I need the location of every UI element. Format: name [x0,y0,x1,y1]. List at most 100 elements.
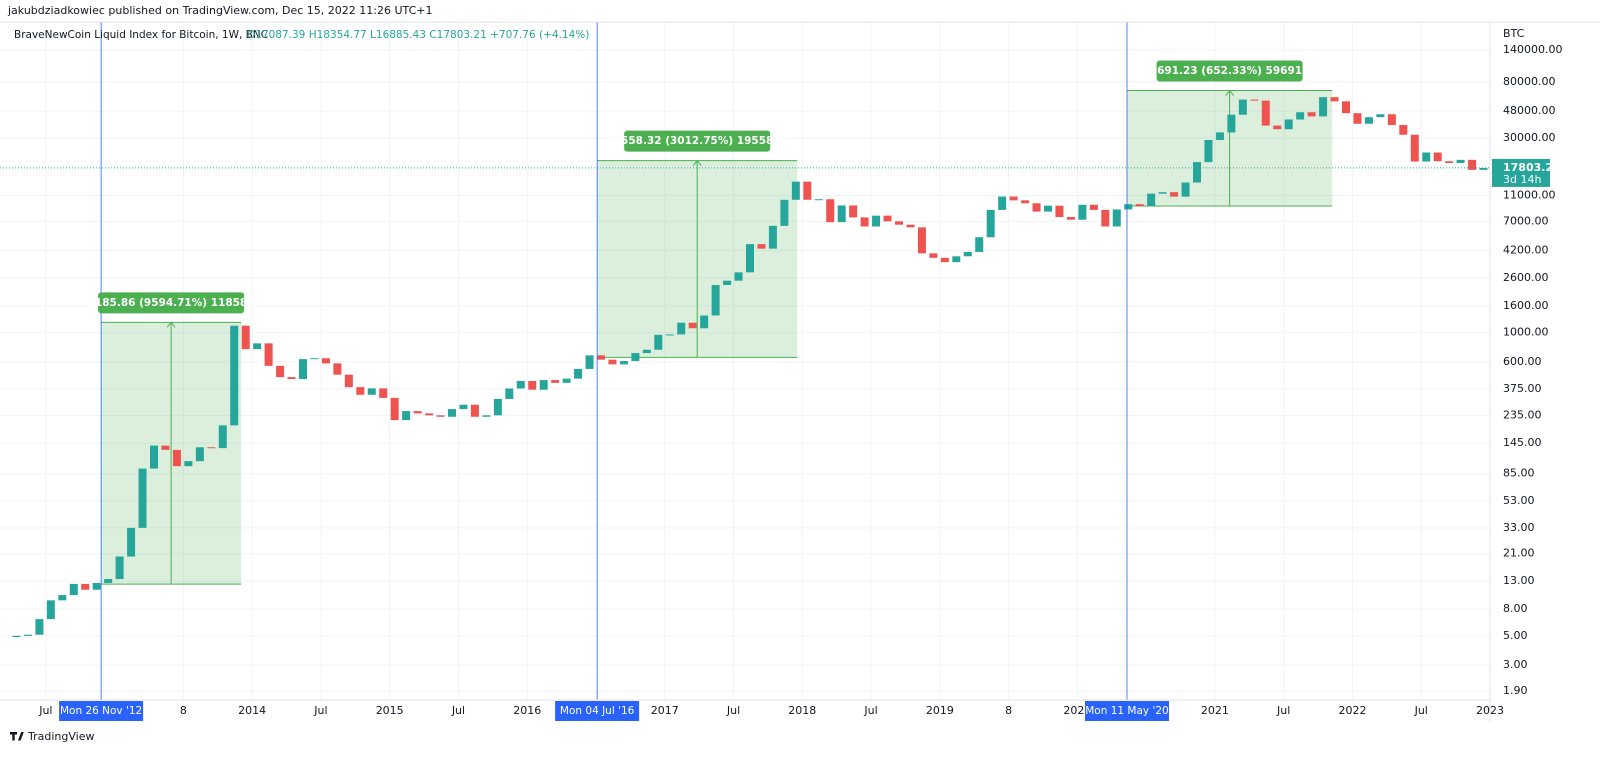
candle [780,199,789,226]
y-tick-label: 1600.00 [1503,299,1549,312]
marker-label-bg [59,701,144,721]
candle [1307,112,1316,117]
candle [230,325,239,426]
candle [1364,117,1373,124]
unit: BTC [1503,27,1525,40]
candle [310,358,319,360]
candle [826,199,835,223]
candle [1158,192,1167,194]
candle [1032,203,1041,212]
candle [1376,114,1385,118]
range-label: 1185.86 (9594.71%) 118586 [88,297,255,309]
candle [482,415,491,417]
y-tick-label: 53.00 [1503,494,1535,507]
candle [1468,159,1477,170]
candle [58,595,67,601]
candle [1250,99,1259,101]
candle [940,257,949,263]
candle [1147,193,1156,207]
candle [711,285,720,316]
y-tick-label: 600.00 [1503,355,1542,368]
candle [872,215,881,227]
candle [104,579,113,583]
candle [1066,217,1075,220]
candle [986,209,995,238]
y-tick-label: 5.00 [1503,629,1528,642]
logo [9,732,24,741]
candle [344,374,353,388]
y-tick-label: 4200.00 [1503,244,1549,257]
y-tick-label: 2600.00 [1503,271,1549,284]
x-tick-label: 2022 [1338,704,1366,717]
candle [46,600,55,620]
candle [963,251,972,257]
candle [642,349,651,354]
candle [92,582,101,590]
y-tick-label: 1000.00 [1503,326,1549,339]
candle [1273,125,1282,130]
candle [814,199,823,201]
candle [860,217,869,227]
candle [470,404,479,417]
candle [1456,159,1465,163]
candle [1044,205,1052,212]
footer: TradingView [27,730,94,743]
candle [562,378,571,383]
x-tick-label: 2018 [788,704,816,717]
candle [81,583,90,590]
candle [837,205,846,223]
candle [929,253,938,258]
y-tick-label: 21.00 [1503,547,1535,560]
candle [631,353,640,362]
x-tick-label: 2016 [513,704,541,717]
y-tick-label: 33.00 [1503,521,1535,534]
candle [723,280,732,286]
candle [1410,134,1419,162]
candle [654,334,663,350]
candle [402,411,411,421]
candle [1055,205,1064,218]
countdown-label: 3d 14h [1503,173,1541,186]
candle [688,322,697,329]
candle [1479,167,1488,170]
range-arrowhead [692,159,702,166]
x-tick-label: 8 [180,704,187,717]
candle [1204,139,1213,163]
y-tick-label: 48000.00 [1503,104,1556,117]
marker-label: Mon 11 May '20 [1085,705,1168,717]
candle [333,363,342,375]
candle [150,445,158,469]
candle [574,368,583,379]
range-label: 19558.32 (3012.75%) 1955832 [606,135,788,147]
candle [1215,132,1224,140]
candle [1181,182,1190,197]
candle [551,380,560,383]
y-tick-label: 80000.00 [1503,75,1556,88]
candle [1261,100,1270,126]
candle [1021,200,1030,204]
x-tick-label: 2015 [376,704,404,717]
candle [115,556,124,580]
candle [448,409,456,417]
candle [539,380,548,390]
x-tick-label: 2014 [238,704,266,717]
candle [505,388,514,399]
x-tick-label: Jul [1276,704,1290,717]
candle [425,413,434,416]
range-label-bg [1156,60,1303,82]
candle [906,224,915,228]
candle [276,365,285,378]
range-label-bg [98,292,245,314]
candle [1193,162,1201,183]
candle [1387,114,1396,125]
candle [1227,114,1236,133]
candle [768,225,777,249]
candle [619,361,628,365]
candle [1296,112,1305,120]
last-price-bg [1492,158,1550,187]
marker-label: Mon 26 Nov '12 [60,705,142,717]
candle [436,415,445,417]
candle [1101,209,1110,227]
